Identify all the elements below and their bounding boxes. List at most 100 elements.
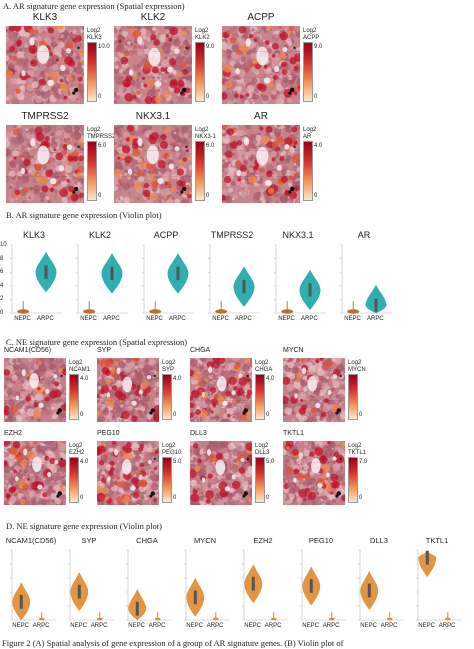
violin-ar-panel-plot — [4, 243, 64, 332]
violin-arpc-box — [374, 298, 378, 312]
spatial-ne-panel-title: PEG10 — [97, 430, 120, 437]
violin-arpc-base — [270, 617, 277, 621]
violin-ne-panel-title: DLL3 — [370, 536, 388, 545]
legend-log2: Log2 — [303, 28, 317, 34]
group-label-nepc: NEPC — [186, 623, 203, 629]
legend-log2: Log2 — [255, 360, 269, 366]
spatial-ar-panel-colorbar — [195, 141, 205, 201]
figure-caption: Figure 2 (A) Spatial analysis of gene ex… — [2, 638, 344, 648]
spatial-ar-panel-title: AR — [254, 111, 268, 122]
group-label-arpc: ARPC — [206, 623, 224, 629]
legend-gene: ACPP — [303, 34, 320, 41]
group-label-nepc: NEPC — [344, 316, 361, 322]
violin-ar-panel-plot — [202, 243, 262, 332]
spatial-ne-panel-colorbar — [162, 374, 172, 420]
colorbar-min: 0 — [266, 412, 270, 418]
spatial-ne-panel-legend-label: Log2 MYCN — [348, 360, 366, 373]
spatial-ar-panel-legend-label: Log2 KLK2 — [195, 28, 210, 41]
group-label-nepc: NEPC — [128, 623, 145, 629]
group-label-arpc: ARPC — [264, 623, 282, 629]
violin-ne-panel-title: NCAM1(CD56) — [5, 536, 57, 545]
section-d-label: D. NE signature gene expression (Violin … — [6, 521, 162, 531]
colorbar-min: 0 — [266, 495, 270, 501]
violin-nepc-box — [193, 590, 197, 605]
legend-gene: CHGA — [255, 366, 273, 373]
violin-nepc-base — [149, 309, 162, 314]
violin-nepc-base — [215, 309, 228, 314]
spatial-ar-panel-tissue-image — [6, 125, 84, 203]
group-label-nepc: NEPC — [418, 623, 435, 629]
legend-gene: NCAM1 — [69, 366, 91, 373]
spatial-ar-panel-legend-label: Log2 AR — [303, 127, 316, 140]
violin-ne-panel-title: SYP — [81, 536, 97, 545]
violin-nepc-box — [425, 550, 429, 565]
legend-log2: Log2 — [303, 127, 317, 133]
group-label-nepc: NEPC — [360, 623, 377, 629]
legend-log2: Log2 — [87, 127, 101, 133]
y-tick-label: 0 — [0, 310, 4, 316]
violin-arpc-base — [212, 617, 219, 621]
colorbar-min: 0 — [98, 193, 102, 199]
colorbar-max: 5.0 — [266, 459, 275, 465]
violin-nepc-base — [347, 309, 360, 314]
spatial-ne-panel-title: TKTL1 — [283, 430, 305, 437]
legend-log2: Log2 — [348, 360, 362, 366]
spatial-ne-panel-tissue-image — [283, 441, 345, 505]
violin-ne-panel-plot — [178, 548, 232, 639]
colorbar-min: 0 — [80, 495, 84, 501]
violin-ar-panel-title: AR — [357, 230, 371, 240]
group-label-arpc: ARPC — [37, 316, 54, 322]
spatial-ne-panel-colorbar — [255, 457, 265, 503]
violin-arpc-base — [154, 617, 161, 621]
spatial-ne-panel-legend-label: Log2 CHGA — [255, 360, 272, 373]
group-label-arpc: ARPC — [148, 623, 166, 629]
violin-arpc-base — [386, 617, 393, 621]
spatial-ne-panel-colorbar — [69, 457, 79, 503]
spatial-ar-panel-legend-label: Log2 ACPP — [303, 28, 319, 41]
group-label-nepc: NEPC — [278, 316, 295, 322]
group-label-nepc: NEPC — [146, 316, 163, 322]
group-label-arpc: ARPC — [90, 623, 108, 629]
group-label-nepc: NEPC — [80, 316, 97, 322]
violin-ne-panel-plot — [410, 548, 464, 639]
violin-ar-panel-title: ACPP — [153, 230, 179, 240]
legend-gene: PEG10 — [162, 449, 182, 456]
colorbar-min: 0 — [98, 94, 102, 100]
spatial-ar-panel-colorbar — [303, 141, 313, 201]
spatial-ne-panel-colorbar — [69, 374, 79, 420]
legend-log2: Log2 — [195, 127, 209, 133]
colorbar-min: 0 — [173, 495, 177, 501]
violin-nepc-box — [135, 601, 139, 616]
spatial-ne-panel-tissue-image — [190, 441, 252, 505]
group-label-nepc: NEPC — [244, 623, 261, 629]
spatial-ne-panel-colorbar — [255, 374, 265, 420]
spatial-ne-panel-tissue-image — [97, 358, 159, 422]
violin-nepc-base — [83, 309, 96, 314]
spatial-ar-panel-title: NKX3.1 — [135, 111, 171, 122]
colorbar-max: 5.0 — [173, 459, 182, 465]
spatial-ne-panel-tissue-image — [190, 358, 252, 422]
spatial-ne-panel-tissue-image — [4, 441, 66, 505]
colorbar-max: 4.0 — [266, 376, 275, 382]
colorbar-min: 0 — [359, 495, 363, 501]
colorbar-max: 4.0 — [80, 376, 89, 382]
y-tick-label: 10 — [0, 242, 7, 248]
legend-gene: MYCN — [348, 366, 366, 373]
spatial-ne-panel-colorbar — [162, 457, 172, 503]
legend-log2: Log2 — [162, 443, 176, 449]
spatial-ne-panel-legend-label: Log2 PEG10 — [162, 443, 181, 456]
legend-gene: KLK2 — [195, 34, 210, 41]
group-label-arpc: ARPC — [103, 316, 120, 322]
violin-ne-panel-plot — [352, 548, 406, 639]
section-c-label: C. NE signature gene expression (Spatial… — [6, 337, 188, 347]
y-tick-label: 2 — [0, 296, 4, 303]
spatial-ar-panel-colorbar — [87, 42, 97, 102]
violin-nepc-box — [367, 583, 371, 598]
colorbar-max: 10.0 — [98, 44, 110, 50]
group-label-arpc: ARPC — [32, 623, 50, 629]
violin-ar-panel-title: KLK2 — [88, 230, 112, 240]
spatial-ar-panel-legend-label: Log2 NKX3-1 — [195, 127, 216, 140]
section-b-label: B. AR signature gene expression (Violin … — [6, 210, 162, 220]
colorbar-max: 6.0 — [98, 143, 107, 149]
spatial-ar-panel-colorbar — [303, 42, 313, 102]
